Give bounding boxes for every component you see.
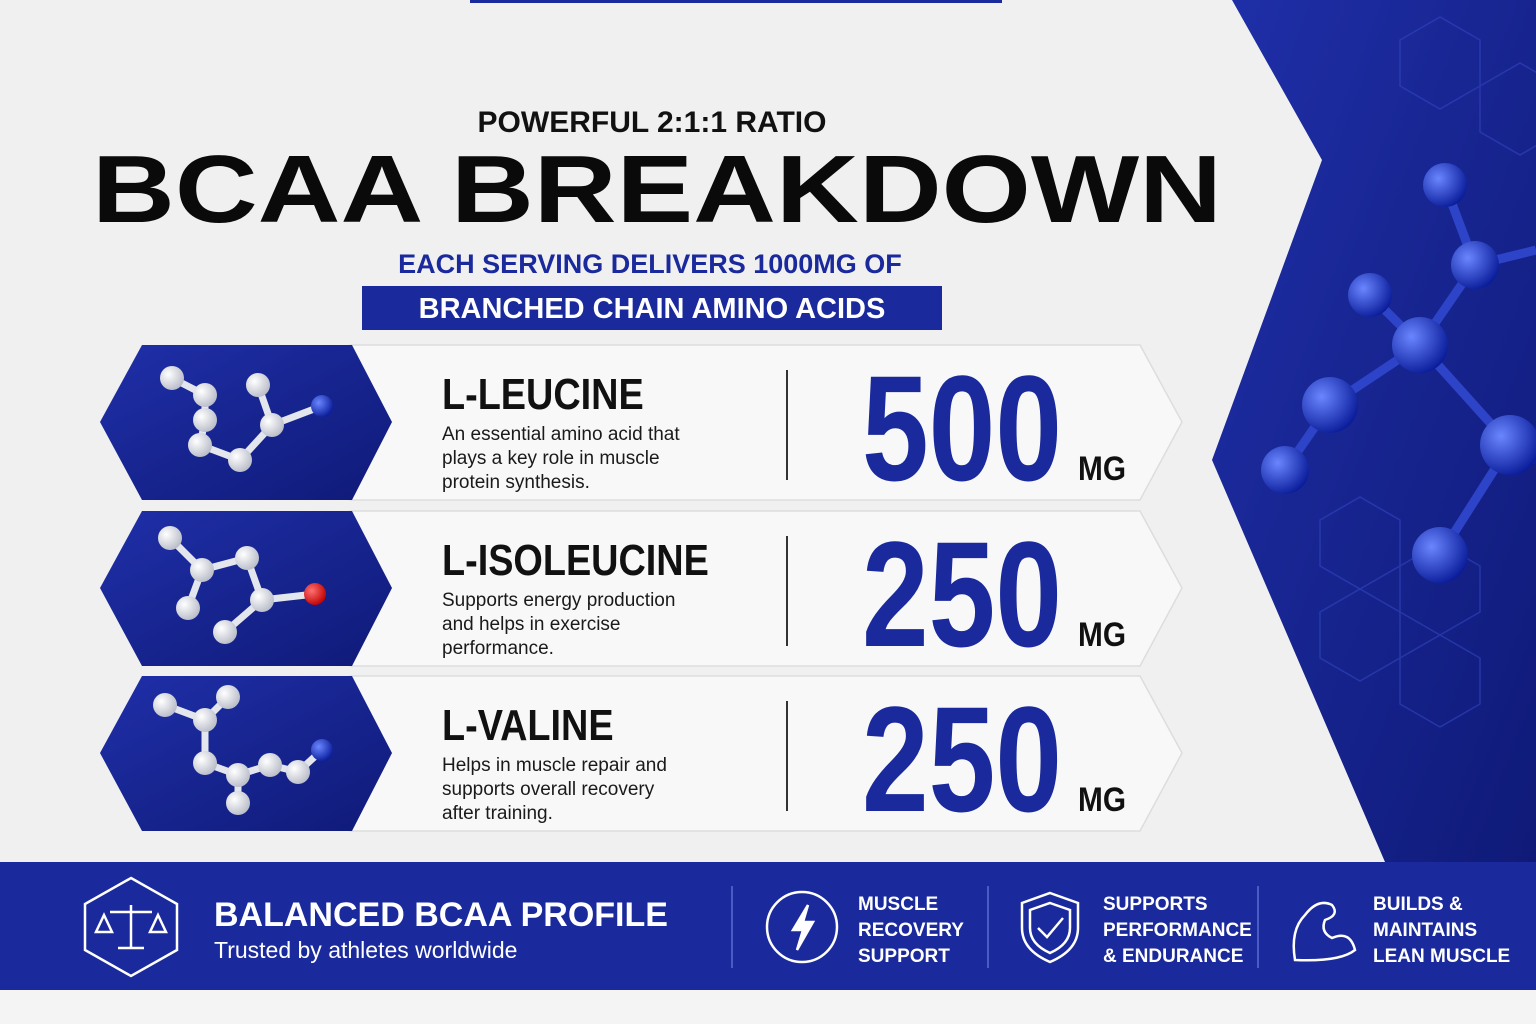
atom xyxy=(235,546,259,570)
item-description: Helps in muscle repair and xyxy=(442,755,667,776)
atom xyxy=(193,383,217,407)
footer-subtitle: Trusted by athletes worldwide xyxy=(214,937,517,963)
atom xyxy=(176,596,200,620)
item-amount: 250 xyxy=(862,510,1062,678)
kicker: POWERFUL 2:1:1 RATIO xyxy=(478,106,827,139)
footer-dividers xyxy=(731,886,1259,968)
atom xyxy=(304,583,326,605)
atom xyxy=(311,395,333,417)
atom xyxy=(188,433,212,457)
item-description: An essential amino acid that xyxy=(442,424,680,445)
atom xyxy=(226,791,250,815)
atom xyxy=(226,763,250,787)
atom xyxy=(153,693,177,717)
highlight: BRANCHED CHAIN AMINO ACIDS xyxy=(419,293,886,325)
item-hexagon xyxy=(100,676,392,831)
atom xyxy=(216,685,240,709)
badge-text: LEAN MUSCLE xyxy=(1373,946,1510,967)
title: BCAA BREAKDOWN xyxy=(92,136,1222,243)
bottom-strip xyxy=(0,990,1536,1024)
atom xyxy=(193,751,217,775)
badge-text: SUPPORT xyxy=(858,946,950,967)
item-unit: MG xyxy=(1078,450,1126,488)
molecule xyxy=(160,366,333,472)
item-amount: 500 xyxy=(862,344,1062,512)
item-row: L-ISOLEUCINE Supports energy production an… xyxy=(100,510,1183,678)
badges: MUSCLE RECOVERY SUPPORT SUPPORTS PERFORMANCE… xyxy=(858,894,1510,967)
molecule xyxy=(153,685,333,815)
item-amount: 250 xyxy=(862,675,1062,843)
atom xyxy=(193,408,217,432)
item-name: L-ISOLEUCINE xyxy=(442,535,709,584)
atom xyxy=(193,708,217,732)
item-hexagon xyxy=(100,511,392,666)
atom xyxy=(286,760,310,784)
atom xyxy=(228,448,252,472)
molecule xyxy=(158,526,326,644)
footer-title: BALANCED BCAA PROFILE xyxy=(214,896,668,934)
atom xyxy=(260,413,284,437)
badge-text: SUPPORTS xyxy=(1103,894,1208,915)
footer-icons xyxy=(83,876,1357,978)
atom xyxy=(158,526,182,550)
highlight-box xyxy=(362,286,942,330)
item-description: after training. xyxy=(442,803,553,824)
item-description: protein synthesis. xyxy=(442,472,590,493)
badge-text: PERFORMANCE xyxy=(1103,920,1252,941)
molecule-large xyxy=(1261,163,1536,583)
atom xyxy=(258,753,282,777)
atom xyxy=(246,373,270,397)
item-description: and helps in exercise xyxy=(442,614,621,635)
atom xyxy=(190,558,214,582)
top-strip xyxy=(470,0,1002,3)
badge-text: RECOVERY xyxy=(858,920,964,941)
item-description: plays a key role in muscle xyxy=(442,448,660,469)
subtitle: EACH SERVING DELIVERS 1000MG OF xyxy=(398,249,902,279)
item-name: L-VALINE xyxy=(442,700,614,749)
atom xyxy=(250,588,274,612)
item-description: supports overall recovery xyxy=(442,779,655,800)
badge-text: MUSCLE xyxy=(858,894,938,915)
item-name: L-LEUCINE xyxy=(442,369,644,418)
item-description: Supports energy production xyxy=(442,590,675,611)
item-row: L-LEUCINE An essential amino acid that pla… xyxy=(100,344,1183,512)
badge-text: & ENDURANCE xyxy=(1103,946,1243,967)
atom xyxy=(311,739,333,761)
hex-pattern xyxy=(1319,16,1536,728)
items: L-LEUCINE An essential amino acid that pla… xyxy=(100,344,1183,843)
item-unit: MG xyxy=(1078,781,1126,819)
atom xyxy=(160,366,184,390)
atom xyxy=(213,620,237,644)
badge-text: MAINTAINS xyxy=(1373,920,1477,941)
item-row: L-VALINE Helps in muscle repair and suppor… xyxy=(100,675,1183,843)
item-description: performance. xyxy=(442,638,554,659)
badge-text: BUILDS & xyxy=(1373,894,1463,915)
item-hexagon xyxy=(100,345,392,500)
item-unit: MG xyxy=(1078,616,1126,654)
